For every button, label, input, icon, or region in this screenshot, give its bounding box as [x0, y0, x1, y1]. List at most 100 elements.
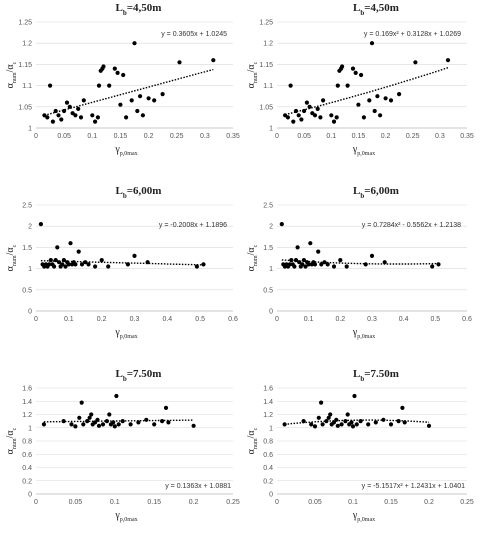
x-tick-label: 0 — [34, 316, 38, 323]
data-point — [112, 66, 117, 71]
x-tick-label: 0.1 — [110, 499, 120, 506]
data-point — [345, 412, 350, 417]
x-tick-label: 0.15 — [384, 499, 398, 506]
x-tick-label: 0.3 — [200, 133, 210, 140]
data-point — [99, 258, 104, 263]
data-point — [47, 262, 52, 267]
y-tick-label: 0 — [269, 492, 273, 499]
x-tick-label: 0.2 — [424, 499, 434, 506]
x-tick-label: 0.1 — [348, 499, 358, 506]
x-tick-label: 0.25 — [460, 499, 474, 506]
data-point — [321, 98, 326, 103]
y-axis-label: αnum/αc — [5, 61, 18, 88]
data-point — [299, 117, 304, 122]
y-axis-label: αnum/αc — [5, 244, 18, 271]
trendline — [284, 67, 449, 116]
data-point — [52, 264, 57, 269]
data-point — [361, 115, 366, 120]
data-point — [104, 419, 109, 424]
data-point — [366, 422, 371, 427]
data-point — [335, 83, 340, 88]
x-tick-label: 0.1 — [304, 316, 314, 323]
data-point — [201, 262, 206, 267]
data-point — [111, 420, 116, 425]
y-tick-label: 2.5 — [22, 203, 32, 210]
data-point — [76, 106, 81, 111]
data-point — [301, 419, 306, 424]
data-point — [152, 98, 157, 103]
data-point — [312, 262, 318, 267]
data-point — [152, 422, 157, 427]
data-point — [116, 422, 121, 427]
chart-svg-2: 1 1.05 1.1 1.15 1.2 1.25 0 0.05 0.1 0.15 0.2 0.25 0.… — [246, 2, 474, 157]
trendline-equation: y = 0.169x² + 0.3128x + 1.0269 — [364, 31, 461, 38]
chart-panel-5: 0 0.2 0.4 0.6 0.8 1 1.2 1.4 1.6 0 0.05 0.1 0.15 0.2 0.… — [0, 366, 241, 549]
data-point — [388, 422, 394, 427]
data-point — [136, 420, 141, 425]
chart-panel-4: 0 0.5 1 1.5 2 2.5 0 0.1 0.2 0.3 0.4 0.5 0.6 y = 0.728… — [241, 183, 482, 366]
data-point — [177, 60, 182, 65]
y-tick-label: 1.25 — [18, 20, 32, 27]
trendline — [281, 259, 439, 265]
data-point — [328, 412, 333, 417]
data-point — [304, 100, 309, 105]
x-tick-label: 0.1 — [64, 316, 74, 323]
x-tick-label: 0.05 — [308, 499, 322, 506]
data-point — [53, 108, 58, 114]
y-tick-label: 1 — [269, 425, 273, 432]
data-point — [194, 264, 199, 269]
y-tick-label: 1 — [269, 126, 273, 133]
x-axis-label: γp,0max — [352, 327, 375, 340]
data-point — [315, 106, 320, 111]
data-point — [293, 108, 299, 114]
y-tick-label: 0 — [269, 309, 273, 316]
data-point — [118, 102, 123, 107]
y-tick-label: 0.6 — [263, 452, 273, 459]
y-tick-label: 1 — [269, 266, 273, 273]
data-point — [287, 262, 292, 267]
y-tick-label: 0.6 — [22, 452, 32, 459]
y-axis-label: αnum/αc — [246, 427, 259, 454]
x-tick-label: 0.3 — [367, 316, 377, 323]
data-point — [316, 249, 321, 254]
data-point — [279, 222, 284, 227]
data-point — [326, 415, 331, 420]
x-tick-label: 0 — [275, 316, 279, 323]
y-tick-label: 0.5 — [22, 287, 32, 294]
data-point — [128, 422, 133, 427]
y-tick-label: 0.8 — [263, 439, 273, 446]
x-tick-label: 0.5 — [195, 316, 205, 323]
data-point — [445, 58, 451, 63]
x-tick-label: 0.1 — [87, 133, 97, 140]
data-point — [106, 264, 111, 269]
data-point — [331, 119, 337, 124]
data-point — [345, 83, 350, 88]
x-tick-label: 0.2 — [144, 133, 154, 140]
data-point — [350, 424, 356, 429]
chart-title: Lb=7.50m — [353, 368, 399, 383]
data-point — [334, 115, 339, 120]
data-point — [90, 113, 95, 118]
data-point — [400, 405, 405, 410]
data-point — [56, 113, 61, 118]
data-point — [124, 115, 129, 120]
y-tick-label: 0.4 — [22, 465, 32, 472]
data-point — [288, 83, 293, 88]
trendline-equation: y = 0.1363x + 1.0881 — [165, 483, 231, 490]
data-point — [93, 119, 98, 124]
chart-title: Lb=4,50m — [353, 2, 399, 17]
data-point — [307, 104, 312, 109]
x-tick-label: 0.3 — [130, 316, 140, 323]
y-tick-label: 1.6 — [22, 386, 32, 393]
x-axis-label: γp,0max — [114, 327, 137, 340]
data-point — [129, 98, 134, 103]
y-tick-label: 1.1 — [263, 83, 273, 90]
trendline-equation: y = 0.3605x + 1.0245 — [161, 31, 227, 38]
data-point — [79, 262, 85, 267]
trendline-equation: y = -5.1517x² + 1.2431x + 1.0401 — [362, 483, 465, 490]
data-point — [436, 262, 441, 267]
data-point — [50, 119, 56, 124]
data-point — [53, 258, 58, 263]
data-point — [335, 423, 340, 428]
data-point — [59, 117, 64, 122]
